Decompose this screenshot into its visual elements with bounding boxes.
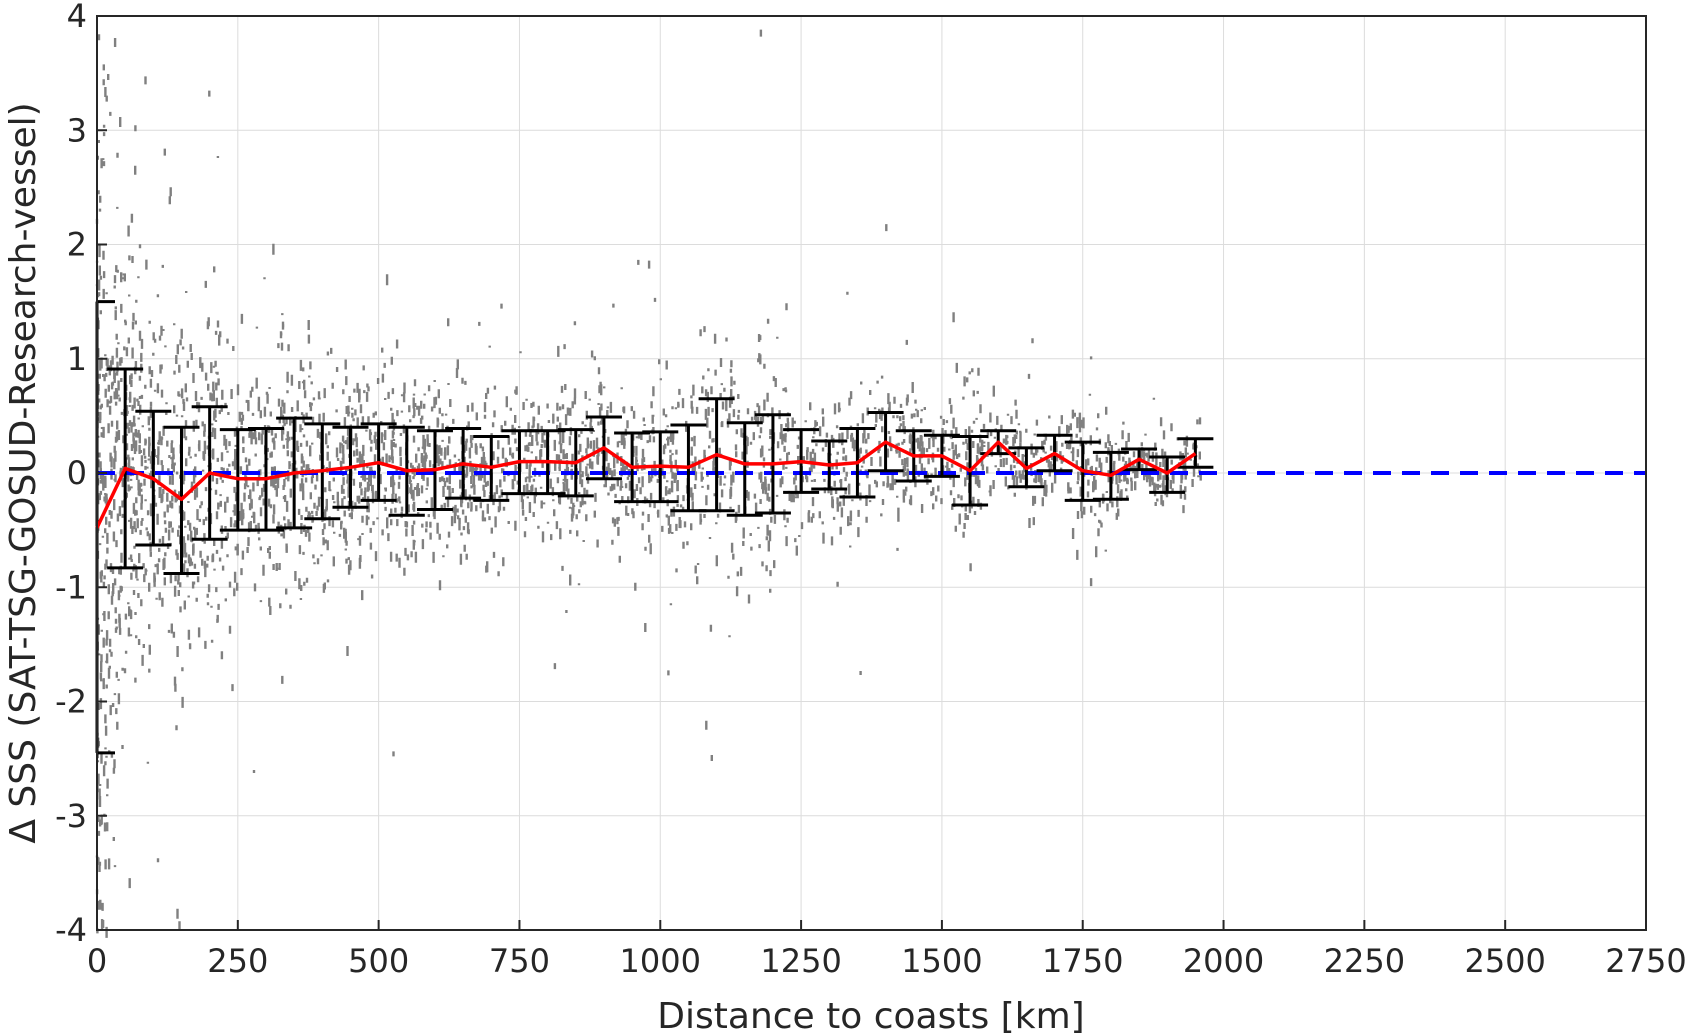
mean-line [95, 440, 1197, 529]
y-tick-label: -1 [55, 568, 87, 606]
x-tick-label: 1250 [760, 942, 841, 980]
x-tick-label: 2500 [1464, 942, 1545, 980]
y-tick-label: 0 [67, 454, 87, 492]
error-bar [1177, 437, 1214, 469]
y-tick-label: 3 [67, 111, 87, 149]
x-tick-label: 1750 [1042, 942, 1123, 980]
x-tick-label: 1500 [901, 942, 982, 980]
x-tick-label: 1000 [620, 942, 701, 980]
y-tick-label: 1 [67, 340, 87, 378]
x-tick-label: 250 [207, 942, 268, 980]
x-tick-label: 2000 [1183, 942, 1264, 980]
x-axis-ticks: 0 250 500 750 1000 1250 1500 1750 2000 2250 2500 27… [87, 920, 1687, 980]
x-tick-label: 750 [489, 942, 550, 980]
x-tick-label: 0 [87, 942, 107, 980]
x-tick-label: 2750 [1605, 942, 1686, 980]
mean-line-layer [95, 440, 1197, 529]
y-tick-label: -3 [55, 797, 87, 835]
y-tick-label: -2 [55, 683, 87, 721]
error-bar [726, 421, 763, 517]
y-axis-ticks: -4 -3 -2 -1 0 1 2 3 4 [55, 0, 107, 949]
x-tick-label: 500 [348, 942, 409, 980]
y-tick-label: -4 [55, 911, 87, 949]
x-tick-label: 2250 [1324, 942, 1405, 980]
y-axis-label: Δ SSS (SAT-TSG-GOSUD-Research-vessel) [3, 102, 44, 843]
y-tick-label: 2 [67, 226, 87, 264]
y-tick-label: 4 [67, 0, 87, 35]
x-axis-label: Distance to coasts [km] [657, 996, 1084, 1035]
